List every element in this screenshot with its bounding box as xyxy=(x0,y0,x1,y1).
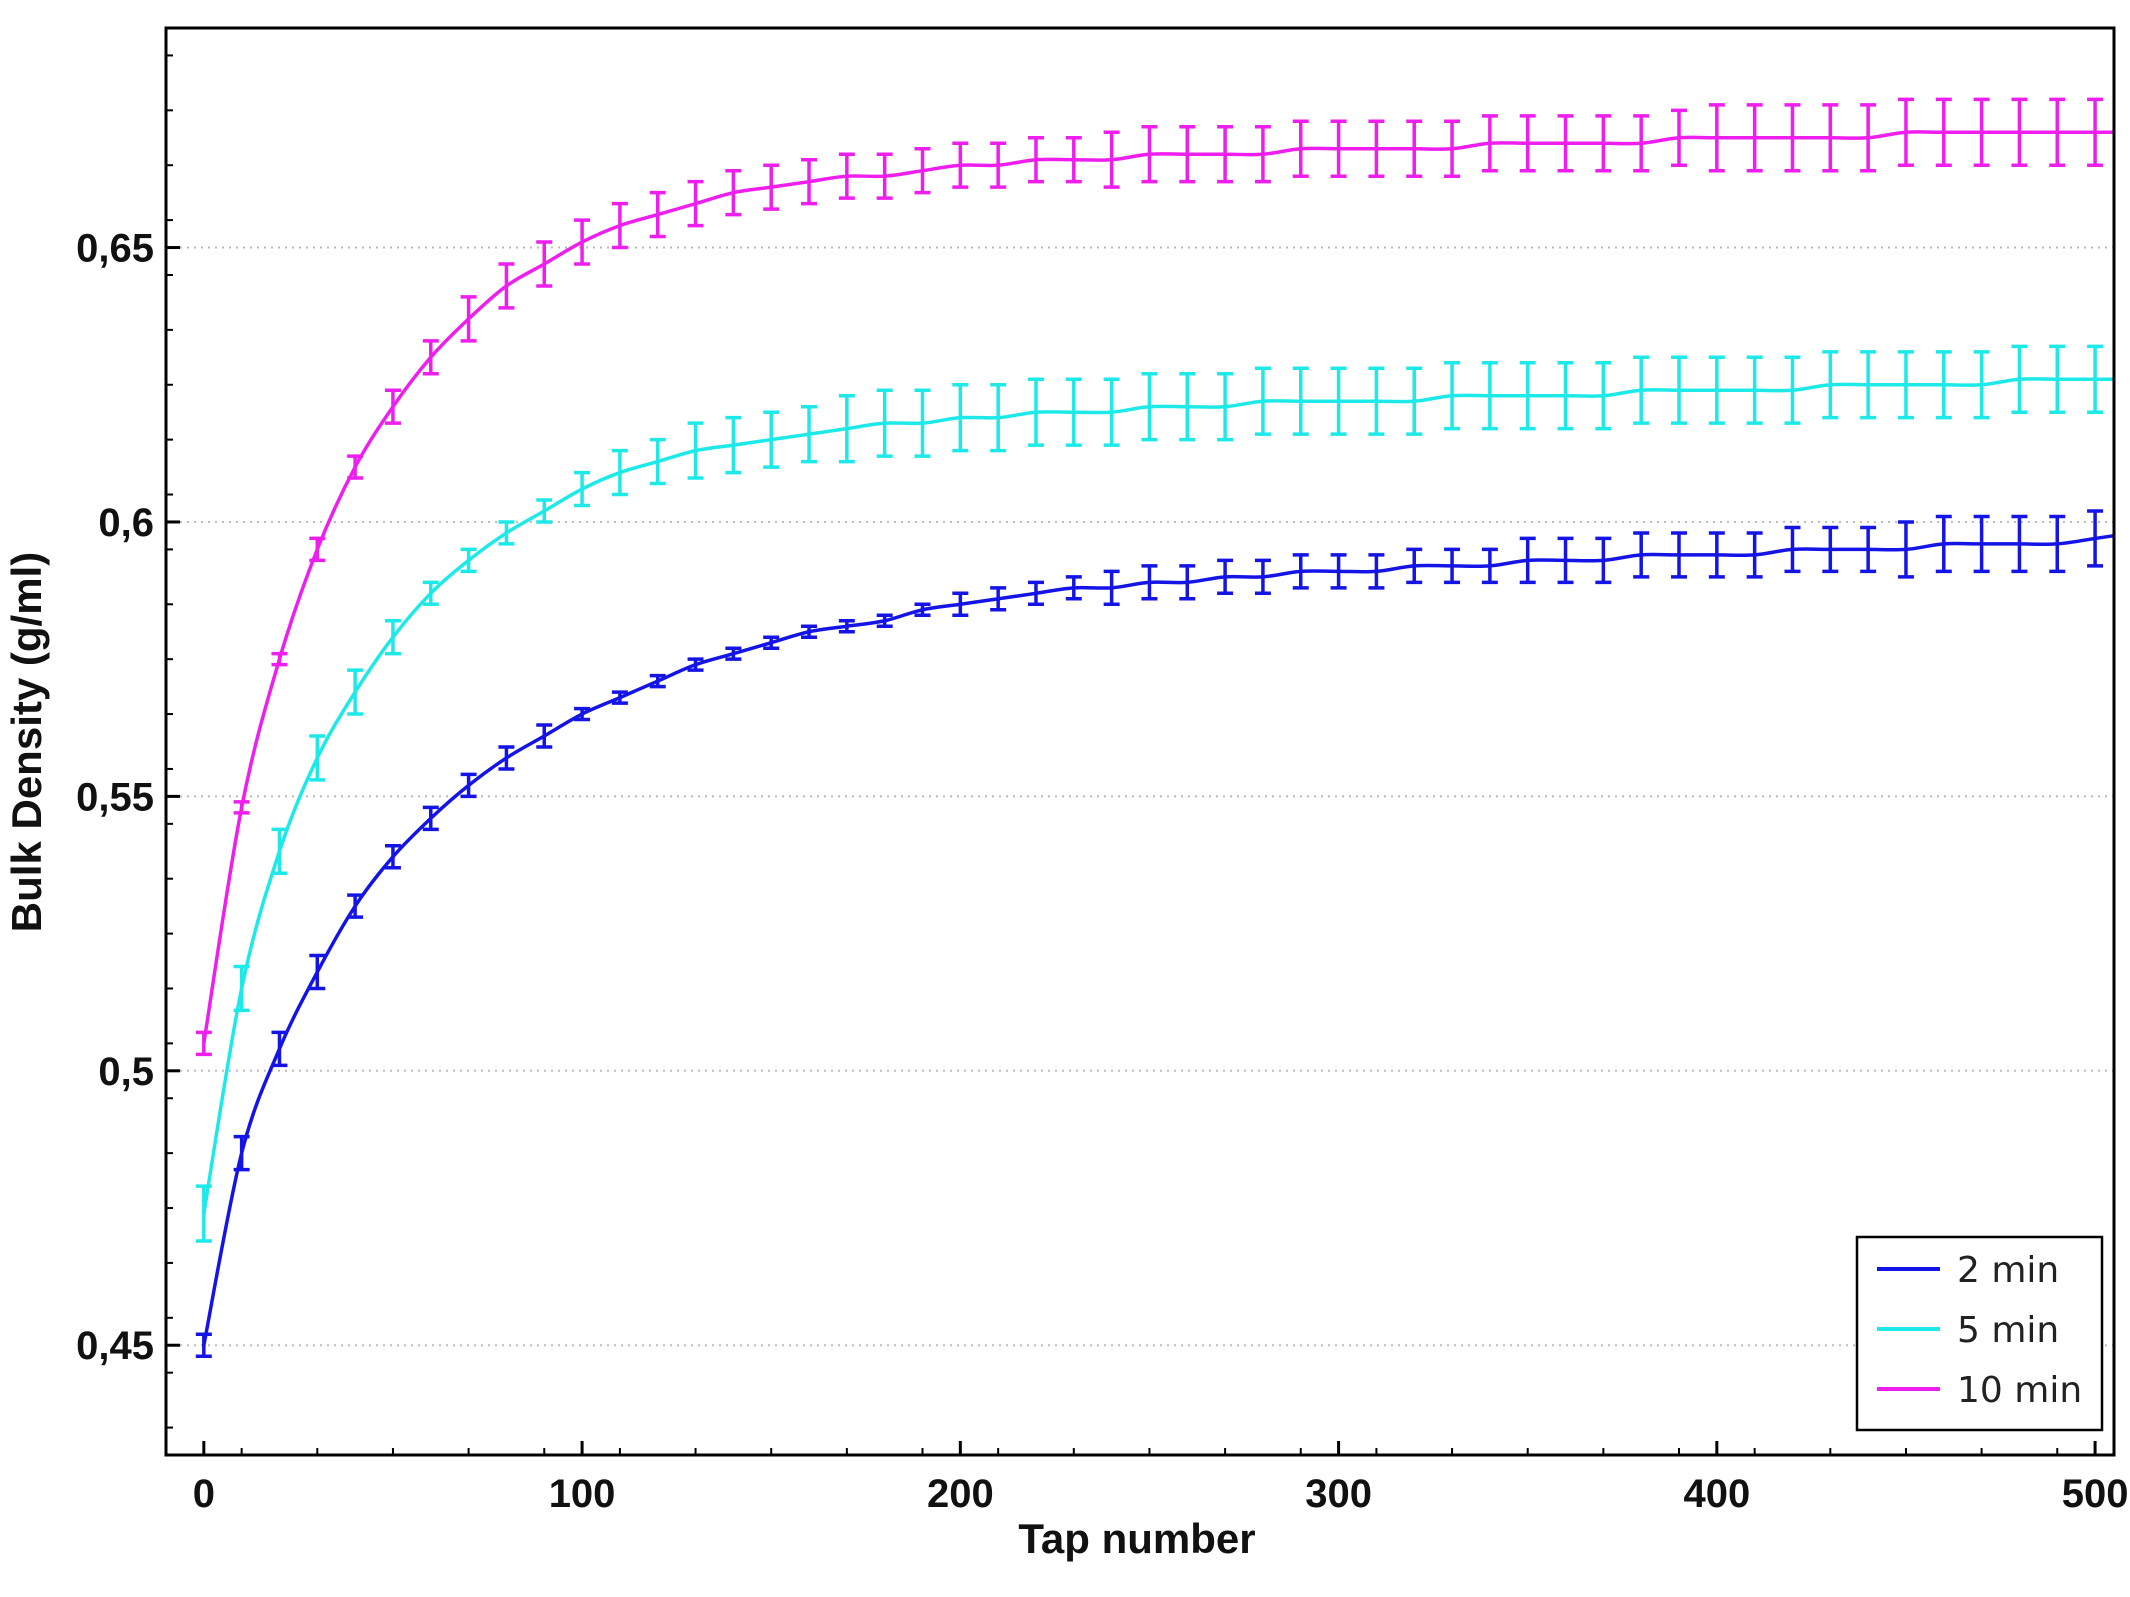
x-axis-title: Tap number xyxy=(1018,1515,1255,1562)
series-line xyxy=(202,130,2114,1044)
grid-lines xyxy=(166,246,2114,1347)
y-tick-label: 0,65 xyxy=(76,227,154,271)
series-2-min xyxy=(195,509,2115,1358)
x-tick-label: 100 xyxy=(549,1472,616,1516)
x-tick-label: 400 xyxy=(1683,1472,1750,1516)
legend-label: 5 min xyxy=(1957,1310,2059,1351)
y-axis-title: Bulk Density (g/ml) xyxy=(3,552,50,932)
y-tick-label: 0,5 xyxy=(98,1050,154,1094)
x-tick-label: 300 xyxy=(1305,1472,1372,1516)
x-tick-label: 500 xyxy=(2062,1472,2129,1516)
series-layer xyxy=(195,97,2115,1358)
x-tick-label: 0 xyxy=(193,1472,215,1516)
tick-labels: 0,45 0,5 0,55 0,6 0,65 0 100 200 300 400 500 xyxy=(76,227,2128,1516)
series-line xyxy=(202,533,2115,1346)
plot-frame xyxy=(164,26,2116,1457)
tick-marks xyxy=(166,54,2097,1455)
legend-label: 2 min xyxy=(1957,1250,2059,1291)
series-10-min xyxy=(195,97,2114,1057)
axes xyxy=(164,26,2116,1457)
y-tick-label: 0,55 xyxy=(76,775,154,819)
y-tick-label: 0,45 xyxy=(76,1324,154,1368)
legend: 2 min 5 min 10 min xyxy=(1855,1235,2104,1432)
legend-label: 10 min xyxy=(1957,1370,2082,1411)
series-5-min xyxy=(195,344,2114,1243)
x-tick-label: 200 xyxy=(927,1472,994,1516)
y-tick-label: 0,6 xyxy=(98,501,154,545)
series-line xyxy=(202,377,2114,1214)
